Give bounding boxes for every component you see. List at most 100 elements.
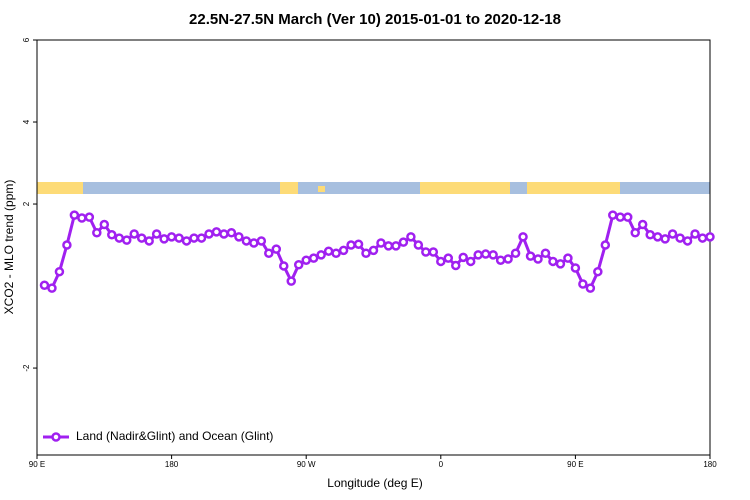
point (346, 240, 356, 250)
y-tick-label: 2 (22, 201, 31, 206)
point (548, 256, 558, 267)
y-tick-label: -2 (22, 364, 31, 372)
point (249, 238, 259, 248)
point (705, 232, 715, 242)
point (622, 212, 633, 222)
point (77, 213, 87, 223)
y-axis-label: XCO2 - MLO trend (ppm) (2, 180, 16, 315)
plot-frame (36, 39, 711, 456)
point (331, 248, 341, 258)
point (593, 266, 603, 277)
point (69, 210, 80, 220)
point (136, 233, 147, 243)
point (286, 276, 296, 286)
point (361, 248, 371, 258)
point (451, 260, 461, 271)
point (338, 245, 349, 256)
x-tick-label: 90 E (567, 460, 583, 469)
point (241, 236, 252, 246)
x-tick-label: 0 (439, 460, 444, 469)
point (279, 261, 289, 271)
point (196, 233, 207, 243)
x-tick-label: 180 (703, 460, 717, 469)
point (637, 219, 648, 230)
point (47, 283, 57, 293)
point (608, 210, 618, 220)
point (316, 250, 326, 260)
point (353, 239, 364, 249)
x-tick-label: 180 (165, 460, 179, 469)
point (645, 230, 655, 240)
point (376, 238, 386, 248)
legend-label: Land (Nadir&Glint) and Ocean (Glint) (76, 429, 273, 443)
point (293, 259, 304, 270)
point (473, 250, 483, 260)
point (92, 227, 102, 238)
point (585, 283, 596, 293)
point (144, 236, 154, 246)
point (495, 255, 506, 265)
point (540, 248, 551, 258)
point (383, 241, 394, 251)
point (443, 253, 454, 263)
point (114, 233, 125, 243)
chart-title: 22.5N-27.5N March (Ver 10) 2015-01-01 to… (189, 11, 561, 28)
point (226, 227, 237, 238)
y-tick-label: 6 (22, 37, 31, 42)
point (428, 247, 439, 257)
point (271, 244, 282, 254)
point (578, 279, 588, 289)
point (368, 245, 379, 256)
point (600, 240, 611, 250)
point (151, 229, 162, 239)
point (159, 234, 169, 244)
point (204, 229, 214, 239)
point (391, 241, 401, 251)
point (54, 266, 65, 277)
point (219, 229, 229, 239)
point (39, 280, 50, 290)
point (563, 253, 573, 263)
point (518, 232, 528, 242)
point (555, 259, 566, 269)
point (570, 263, 581, 273)
point (503, 254, 513, 264)
point (84, 212, 95, 222)
point (174, 233, 184, 243)
point (99, 219, 110, 230)
x-axis-label: Longitude (deg E) (327, 476, 422, 490)
x-tick-label: 90 E (29, 460, 45, 469)
point (181, 236, 192, 246)
point (189, 233, 199, 243)
point (525, 251, 536, 261)
point (406, 232, 416, 242)
point (458, 252, 468, 263)
point (510, 248, 521, 258)
point (234, 232, 244, 242)
point (465, 256, 476, 267)
point (264, 248, 274, 258)
point (690, 229, 700, 239)
point (630, 227, 640, 238)
point (652, 232, 663, 242)
point (398, 237, 409, 247)
point (211, 227, 222, 237)
point (682, 236, 693, 246)
point (62, 240, 72, 250)
point (256, 236, 267, 246)
point (129, 229, 139, 239)
point (323, 246, 334, 256)
point (660, 234, 670, 244)
point (107, 230, 117, 240)
y-tick-label: 4 (22, 119, 31, 124)
point (308, 253, 319, 263)
point (615, 212, 626, 222)
x-tick-label: 90 W (297, 460, 316, 469)
point (436, 256, 446, 267)
point (675, 233, 685, 243)
point (421, 247, 431, 257)
point (533, 254, 543, 264)
legend-marker (51, 432, 61, 442)
point (667, 229, 678, 239)
